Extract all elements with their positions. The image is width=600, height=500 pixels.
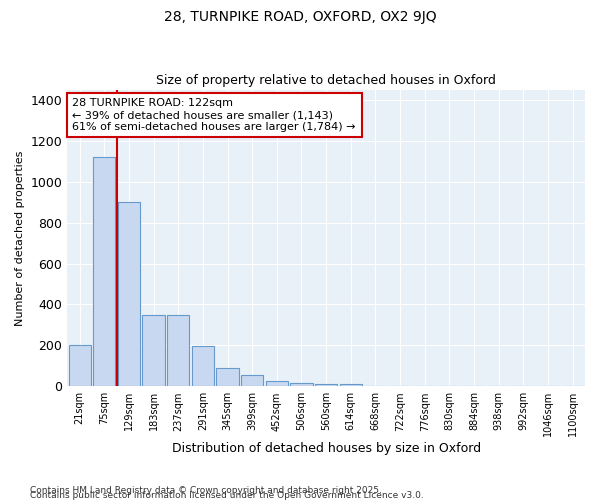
Bar [93, 157, 115, 386]
Text: Contains public sector information licensed under the Open Government Licence v3: Contains public sector information licen… [30, 491, 424, 500]
Y-axis label: Number of detached properties: Number of detached properties [15, 150, 25, 326]
Bar [217, 368, 239, 386]
Bar [290, 384, 313, 386]
Bar [167, 314, 190, 386]
X-axis label: Distribution of detached houses by size in Oxford: Distribution of detached houses by size … [172, 442, 481, 455]
Bar [68, 346, 91, 387]
Bar [241, 375, 263, 386]
Bar [266, 381, 288, 386]
Bar [142, 314, 164, 386]
Bar [192, 346, 214, 387]
Bar [340, 384, 362, 386]
Title: Size of property relative to detached houses in Oxford: Size of property relative to detached ho… [156, 74, 496, 87]
Text: Contains HM Land Registry data © Crown copyright and database right 2025.: Contains HM Land Registry data © Crown c… [30, 486, 382, 495]
Text: 28 TURNPIKE ROAD: 122sqm
← 39% of detached houses are smaller (1,143)
61% of sem: 28 TURNPIKE ROAD: 122sqm ← 39% of detach… [73, 98, 356, 132]
Text: 28, TURNPIKE ROAD, OXFORD, OX2 9JQ: 28, TURNPIKE ROAD, OXFORD, OX2 9JQ [164, 10, 436, 24]
Bar [315, 384, 337, 386]
Bar [118, 202, 140, 386]
